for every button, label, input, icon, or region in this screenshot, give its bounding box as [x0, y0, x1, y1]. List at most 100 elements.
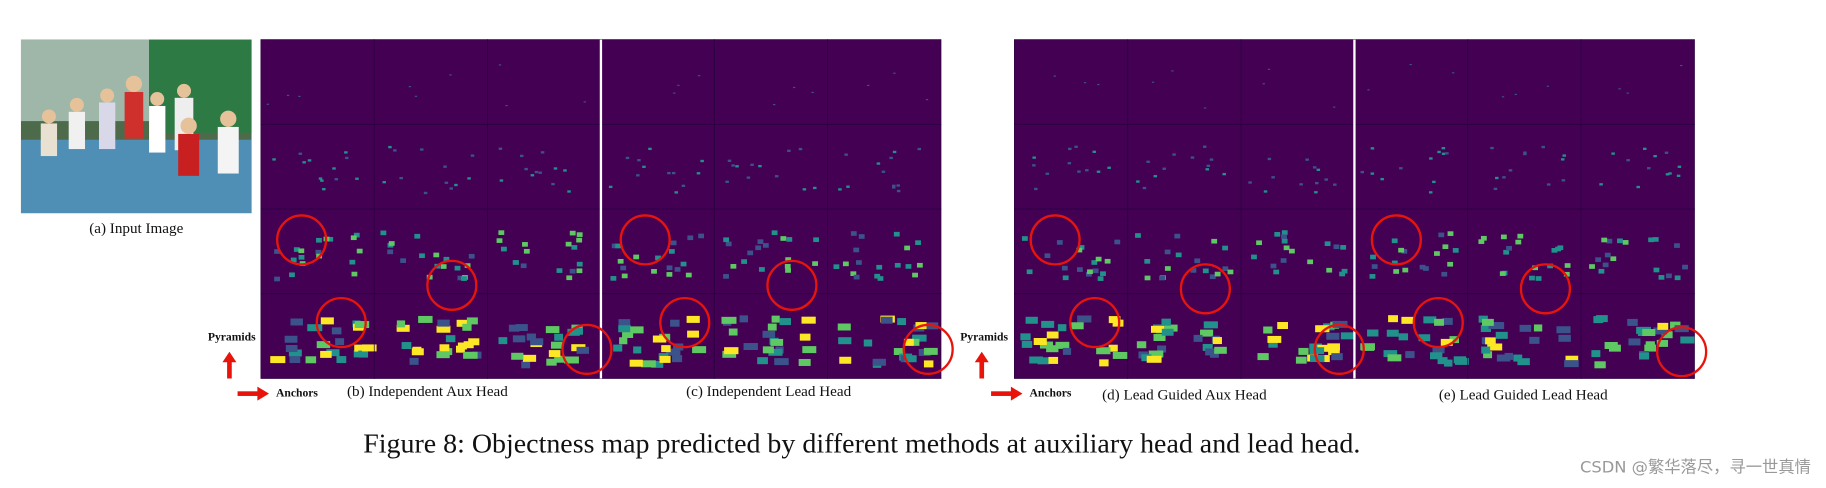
- heatmap-blob: [1267, 157, 1272, 161]
- heatmap-blob: [893, 72, 896, 74]
- heatmap-blob: [1025, 316, 1038, 324]
- heatmap-blob: [1083, 82, 1087, 84]
- heatmap-blob: [1026, 269, 1033, 275]
- heatmap-blob: [1096, 170, 1101, 173]
- heatmap-blob: [1222, 172, 1226, 176]
- highlight-circle: [1179, 263, 1231, 315]
- heatmap-blob: [1442, 317, 1453, 325]
- heatmap-blob: [731, 164, 735, 167]
- heatmap-blob: [1048, 356, 1059, 364]
- heatmap-blob: [457, 275, 464, 281]
- heatmap-blob: [513, 260, 519, 265]
- heatmap-blob: [272, 158, 276, 161]
- heatmap-blob: [1677, 165, 1682, 168]
- heatmap-blob: [1401, 248, 1408, 254]
- heatmap-blob: [666, 348, 681, 356]
- heatmap-blob: [608, 185, 613, 189]
- heatmap-blob: [681, 184, 686, 187]
- heatmap-blob: [1682, 264, 1688, 270]
- heatmap-blob: [617, 258, 624, 264]
- heatmap-blob: [1508, 169, 1513, 172]
- heatmap-blob: [1643, 147, 1647, 151]
- heatmap-blob: [667, 171, 671, 175]
- heatmap-blob: [307, 324, 323, 332]
- heatmap-blob: [721, 316, 737, 324]
- heatmap-blob: [1071, 322, 1084, 330]
- heatmap-blob: [762, 330, 776, 338]
- heatmap-blob: [1057, 324, 1067, 332]
- heatmap-blob: [436, 325, 451, 333]
- heatmap-blob: [414, 233, 421, 239]
- heatmap-blob: [917, 147, 922, 151]
- heatmap-blob: [454, 183, 458, 187]
- heatmap-blob: [1095, 256, 1102, 262]
- heatmap-blob: [1598, 268, 1605, 274]
- heatmap-blob: [1606, 238, 1613, 244]
- heatmap-blob: [680, 261, 687, 267]
- heatmap-blob: [727, 159, 732, 162]
- heatmap-blob: [630, 326, 644, 334]
- heatmap-blob: [1371, 264, 1378, 269]
- heatmap-blob: [462, 323, 472, 331]
- heatmap-blob: [674, 267, 681, 272]
- heatmap-blob: [724, 347, 739, 355]
- highlight-circle: [902, 323, 954, 376]
- heatmap-blob: [1340, 332, 1356, 340]
- heatmap-blob: [1053, 75, 1056, 77]
- heatmap-blob: [290, 257, 297, 263]
- heatmap-blob: [850, 271, 857, 276]
- panel-label: (c) Independent Lead Head: [686, 384, 851, 400]
- heatmap-blob: [334, 178, 339, 181]
- panel-label: (e) Lead Guided Lead Head: [1439, 387, 1608, 403]
- heatmap-blob: [1555, 246, 1562, 252]
- heatmap-blob: [1055, 341, 1070, 349]
- heatmap-blob: [1271, 176, 1275, 179]
- heatmap-blob: [1175, 252, 1182, 258]
- heatmap-blob: [335, 338, 345, 346]
- heatmap-blob: [896, 189, 901, 193]
- heatmap-blob: [1646, 167, 1651, 170]
- heatmap-blob: [1361, 343, 1375, 351]
- heatmap-blob: [1405, 351, 1415, 359]
- heatmap-blob: [1092, 268, 1099, 274]
- heatmap-blob: [1283, 245, 1290, 251]
- heatmap-blob: [1501, 96, 1505, 98]
- heatmap-blob: [1499, 271, 1506, 276]
- heatmap-blob: [396, 324, 410, 332]
- heatmap-blob: [1428, 191, 1433, 194]
- heatmap-blob: [700, 159, 704, 163]
- heatmap-blob: [839, 356, 852, 364]
- heatmap-blob: [1162, 167, 1166, 170]
- heatmap-blob: [1674, 275, 1681, 281]
- heatmap-blob: [880, 316, 893, 324]
- heatmap-blob: [1680, 336, 1695, 344]
- heatmap-blob: [863, 339, 873, 347]
- heatmap-blob: [1529, 336, 1540, 344]
- heatmap-blob: [286, 94, 290, 96]
- heatmap-blob: [893, 231, 900, 237]
- heatmap-blob: [923, 360, 934, 368]
- heatmap-blob: [1551, 248, 1558, 253]
- heatmap-blob: [567, 190, 571, 193]
- highlight-circle: [561, 323, 613, 376]
- heatmap-blob: [925, 99, 929, 101]
- heatmap-blob: [813, 186, 817, 190]
- heatmap-blob: [1327, 343, 1340, 351]
- heatmap-blob: [508, 324, 520, 332]
- heatmap-blob: [762, 346, 774, 354]
- heatmap-blob: [621, 273, 628, 279]
- heatmap-blob: [1642, 329, 1656, 337]
- heatmap-blob: [728, 328, 738, 336]
- heatmap-blob: [556, 268, 563, 273]
- heatmap-blob: [498, 147, 503, 150]
- anchors-label: Anchors: [276, 386, 318, 399]
- heatmap-blob: [1150, 325, 1165, 333]
- heatmap-blob: [571, 245, 578, 250]
- heatmap-blob: [743, 343, 758, 350]
- heatmap-blob: [912, 272, 918, 278]
- heatmap-blob: [1437, 150, 1441, 154]
- heatmap-blob: [538, 171, 542, 174]
- heatmap-blob: [1315, 325, 1330, 333]
- heatmap-blob: [388, 241, 395, 246]
- heatmap-blob: [641, 360, 656, 368]
